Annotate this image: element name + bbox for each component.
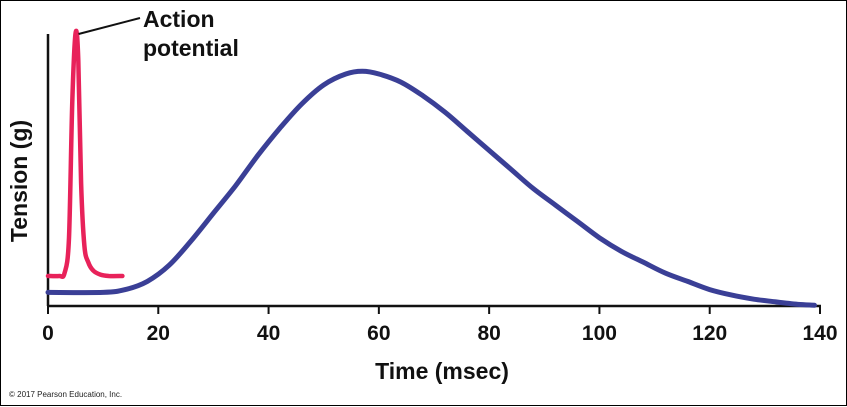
annotation-line-1: Action [143, 6, 215, 32]
annotation-label: Action potential [143, 6, 239, 61]
x-axis-title: Time (msec) [375, 358, 509, 384]
x-tick-label: 100 [582, 322, 617, 345]
annotation-pointer [78, 17, 141, 35]
annotation-line-2: potential [143, 35, 239, 61]
x-tick-label: 120 [692, 322, 727, 345]
x-tick-label: 60 [367, 322, 390, 345]
y-axis-title: Tension (g) [6, 120, 32, 242]
action-potential-curve [45, 28, 125, 280]
x-tick-label: 0 [42, 322, 54, 345]
x-tick-label: 140 [802, 322, 837, 345]
x-tick-label: 80 [477, 322, 500, 345]
copyright-credit: © 2017 Pearson Education, Inc. [9, 390, 122, 399]
muscle-tension-curve [45, 68, 817, 308]
x-tick-label: 40 [257, 322, 280, 345]
x-tick-label: 20 [147, 322, 170, 345]
